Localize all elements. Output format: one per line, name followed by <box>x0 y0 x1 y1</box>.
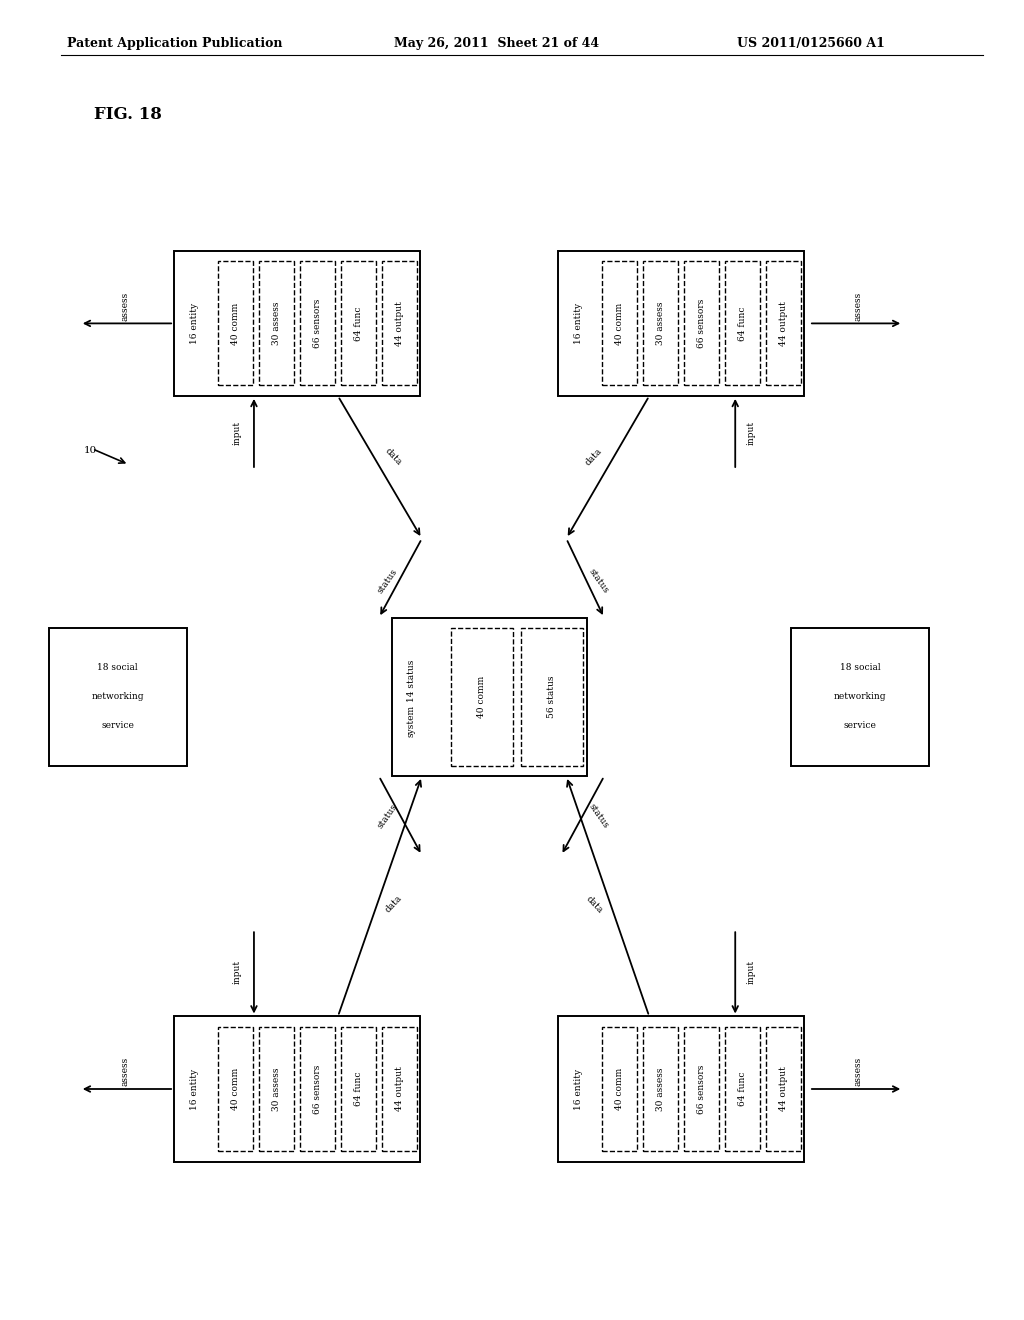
Text: 30 assess: 30 assess <box>656 302 665 345</box>
Text: 30 assess: 30 assess <box>656 1068 665 1110</box>
Text: data: data <box>383 894 403 915</box>
Bar <box>300 261 335 385</box>
Text: 40 comm: 40 comm <box>615 1068 624 1110</box>
Text: data: data <box>584 894 604 915</box>
Bar <box>643 1027 678 1151</box>
Text: status: status <box>588 801 610 830</box>
Text: 64 func: 64 func <box>354 1072 362 1106</box>
Text: system: system <box>407 705 416 737</box>
Text: 44 output: 44 output <box>779 301 787 346</box>
Bar <box>684 261 719 385</box>
Bar <box>558 251 804 396</box>
Text: service: service <box>101 722 134 730</box>
Text: May 26, 2011  Sheet 21 of 44: May 26, 2011 Sheet 21 of 44 <box>394 37 599 50</box>
Bar <box>602 261 637 385</box>
Text: data: data <box>584 446 604 467</box>
Bar <box>766 261 801 385</box>
Text: input: input <box>233 960 242 983</box>
Text: 18 social: 18 social <box>840 664 881 672</box>
Bar <box>218 1027 253 1151</box>
Bar <box>259 1027 294 1151</box>
Text: 44 output: 44 output <box>395 1067 403 1111</box>
Text: input: input <box>748 960 756 983</box>
Bar <box>602 1027 637 1151</box>
Text: input: input <box>748 421 756 445</box>
Bar <box>341 1027 376 1151</box>
Bar <box>382 261 417 385</box>
Bar <box>725 261 760 385</box>
Text: 56 status: 56 status <box>547 676 556 718</box>
Text: 16 entity: 16 entity <box>574 302 583 345</box>
Text: 16 entity: 16 entity <box>190 1068 199 1110</box>
Bar <box>300 1027 335 1151</box>
Bar <box>174 251 420 396</box>
Bar <box>643 261 678 385</box>
Text: 66 sensors: 66 sensors <box>697 298 706 348</box>
Text: 66 sensors: 66 sensors <box>313 298 322 348</box>
Text: 18 social: 18 social <box>97 664 138 672</box>
Text: 14 status: 14 status <box>407 660 416 702</box>
Text: assess: assess <box>854 292 862 321</box>
Text: 30 assess: 30 assess <box>272 302 281 345</box>
Text: 40 comm: 40 comm <box>231 1068 240 1110</box>
Text: 64 func: 64 func <box>354 306 362 341</box>
Text: assess: assess <box>854 1057 862 1086</box>
Text: 16 entity: 16 entity <box>190 302 199 345</box>
Text: status: status <box>376 566 398 595</box>
Bar <box>791 628 930 766</box>
Bar <box>725 1027 760 1151</box>
Bar <box>766 1027 801 1151</box>
Text: status: status <box>588 566 610 595</box>
Text: 66 sensors: 66 sensors <box>697 1064 706 1114</box>
Text: networking: networking <box>834 693 887 701</box>
Text: 16 entity: 16 entity <box>574 1068 583 1110</box>
Text: FIG. 18: FIG. 18 <box>94 106 162 123</box>
Text: US 2011/0125660 A1: US 2011/0125660 A1 <box>737 37 885 50</box>
Text: 40 comm: 40 comm <box>477 676 486 718</box>
Text: 40 comm: 40 comm <box>615 302 624 345</box>
Text: 64 func: 64 func <box>738 1072 746 1106</box>
Bar <box>451 628 513 766</box>
Bar <box>49 628 186 766</box>
Text: Patent Application Publication: Patent Application Publication <box>67 37 282 50</box>
Bar <box>558 1016 804 1162</box>
Text: 40 comm: 40 comm <box>231 302 240 345</box>
Text: 66 sensors: 66 sensors <box>313 1064 322 1114</box>
Bar <box>259 261 294 385</box>
Text: assess: assess <box>121 292 129 321</box>
Bar <box>341 261 376 385</box>
Bar <box>684 1027 719 1151</box>
Text: assess: assess <box>121 1057 129 1086</box>
Text: 44 output: 44 output <box>779 1067 787 1111</box>
Bar <box>174 1016 420 1162</box>
Text: 44 output: 44 output <box>395 301 403 346</box>
Bar <box>382 1027 417 1151</box>
Bar <box>392 618 587 776</box>
Text: networking: networking <box>91 693 144 701</box>
Text: data: data <box>383 446 403 467</box>
Text: 10: 10 <box>84 446 97 455</box>
Text: status: status <box>376 801 398 830</box>
Text: 30 assess: 30 assess <box>272 1068 281 1110</box>
Bar <box>218 261 253 385</box>
Text: 64 func: 64 func <box>738 306 746 341</box>
Bar <box>521 628 583 766</box>
Text: input: input <box>233 421 242 445</box>
Text: service: service <box>844 722 877 730</box>
